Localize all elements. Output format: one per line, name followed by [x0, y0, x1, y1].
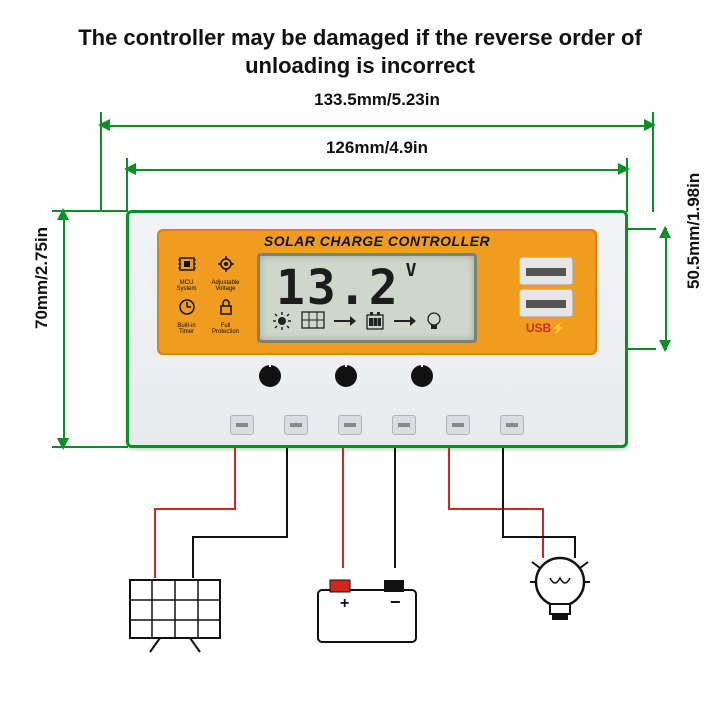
dim-inner-height: 50.5mm/1.98in	[654, 228, 678, 350]
dim-outer-width: 133.5mm/5.23in	[100, 112, 654, 140]
usb-label: USB⚡	[515, 321, 577, 335]
warning-headline: The controller may be damaged if the rev…	[0, 24, 720, 79]
lcd-display: 13.2V	[257, 253, 477, 343]
terminal[interactable]	[500, 415, 524, 435]
usb-area: USB⚡	[515, 257, 577, 335]
feature-icon-grid: MCU System Adjustable Voltage Built-in T…	[171, 255, 241, 335]
mcu-icon: MCU System	[171, 255, 202, 292]
bulb-small-icon	[424, 311, 444, 331]
wiring-diagram: + −	[126, 448, 628, 698]
device-faceplate: SOLAR CHARGE CONTROLLER MCU System Adjus…	[157, 229, 597, 355]
sun-icon	[272, 311, 292, 331]
battery-small-icon	[364, 310, 386, 332]
svg-text:−: −	[390, 592, 401, 612]
arrow-icon	[394, 315, 416, 327]
terminal[interactable]	[230, 415, 254, 435]
up-knob[interactable]	[335, 365, 357, 387]
terminal[interactable]	[284, 415, 308, 435]
dim-inner-width: 126mm/4.9in	[126, 158, 628, 182]
clock-icon: Built-in Timer	[171, 298, 202, 335]
terminal-row	[230, 415, 524, 435]
device-title: SOLAR CHARGE CONTROLLER	[157, 233, 597, 249]
load-bulb-icon	[528, 554, 592, 638]
arrow-icon	[334, 315, 356, 327]
terminal[interactable]	[446, 415, 470, 435]
gear-icon: Adjustable Voltage	[210, 255, 241, 292]
terminal[interactable]	[338, 415, 362, 435]
terminal[interactable]	[392, 415, 416, 435]
lcd-flow-icons	[272, 310, 462, 332]
solar-charge-controller: SOLAR CHARGE CONTROLLER MCU System Adjus…	[126, 210, 628, 448]
battery-icon: + −	[312, 576, 422, 648]
menu-knob[interactable]	[259, 365, 281, 387]
panel-small-icon	[300, 310, 326, 332]
control-knobs	[259, 365, 433, 387]
usb-ports[interactable]	[519, 289, 573, 317]
lock-icon: Full Protection	[210, 298, 241, 335]
lcd-readout: 13.2V	[276, 260, 418, 316]
down-knob[interactable]	[411, 365, 433, 387]
svg-text:+: +	[340, 595, 349, 612]
dim-outer-height: 70mm/2.75in	[52, 210, 76, 448]
usb-ports[interactable]	[519, 257, 573, 285]
solar-panel-icon	[126, 576, 224, 654]
